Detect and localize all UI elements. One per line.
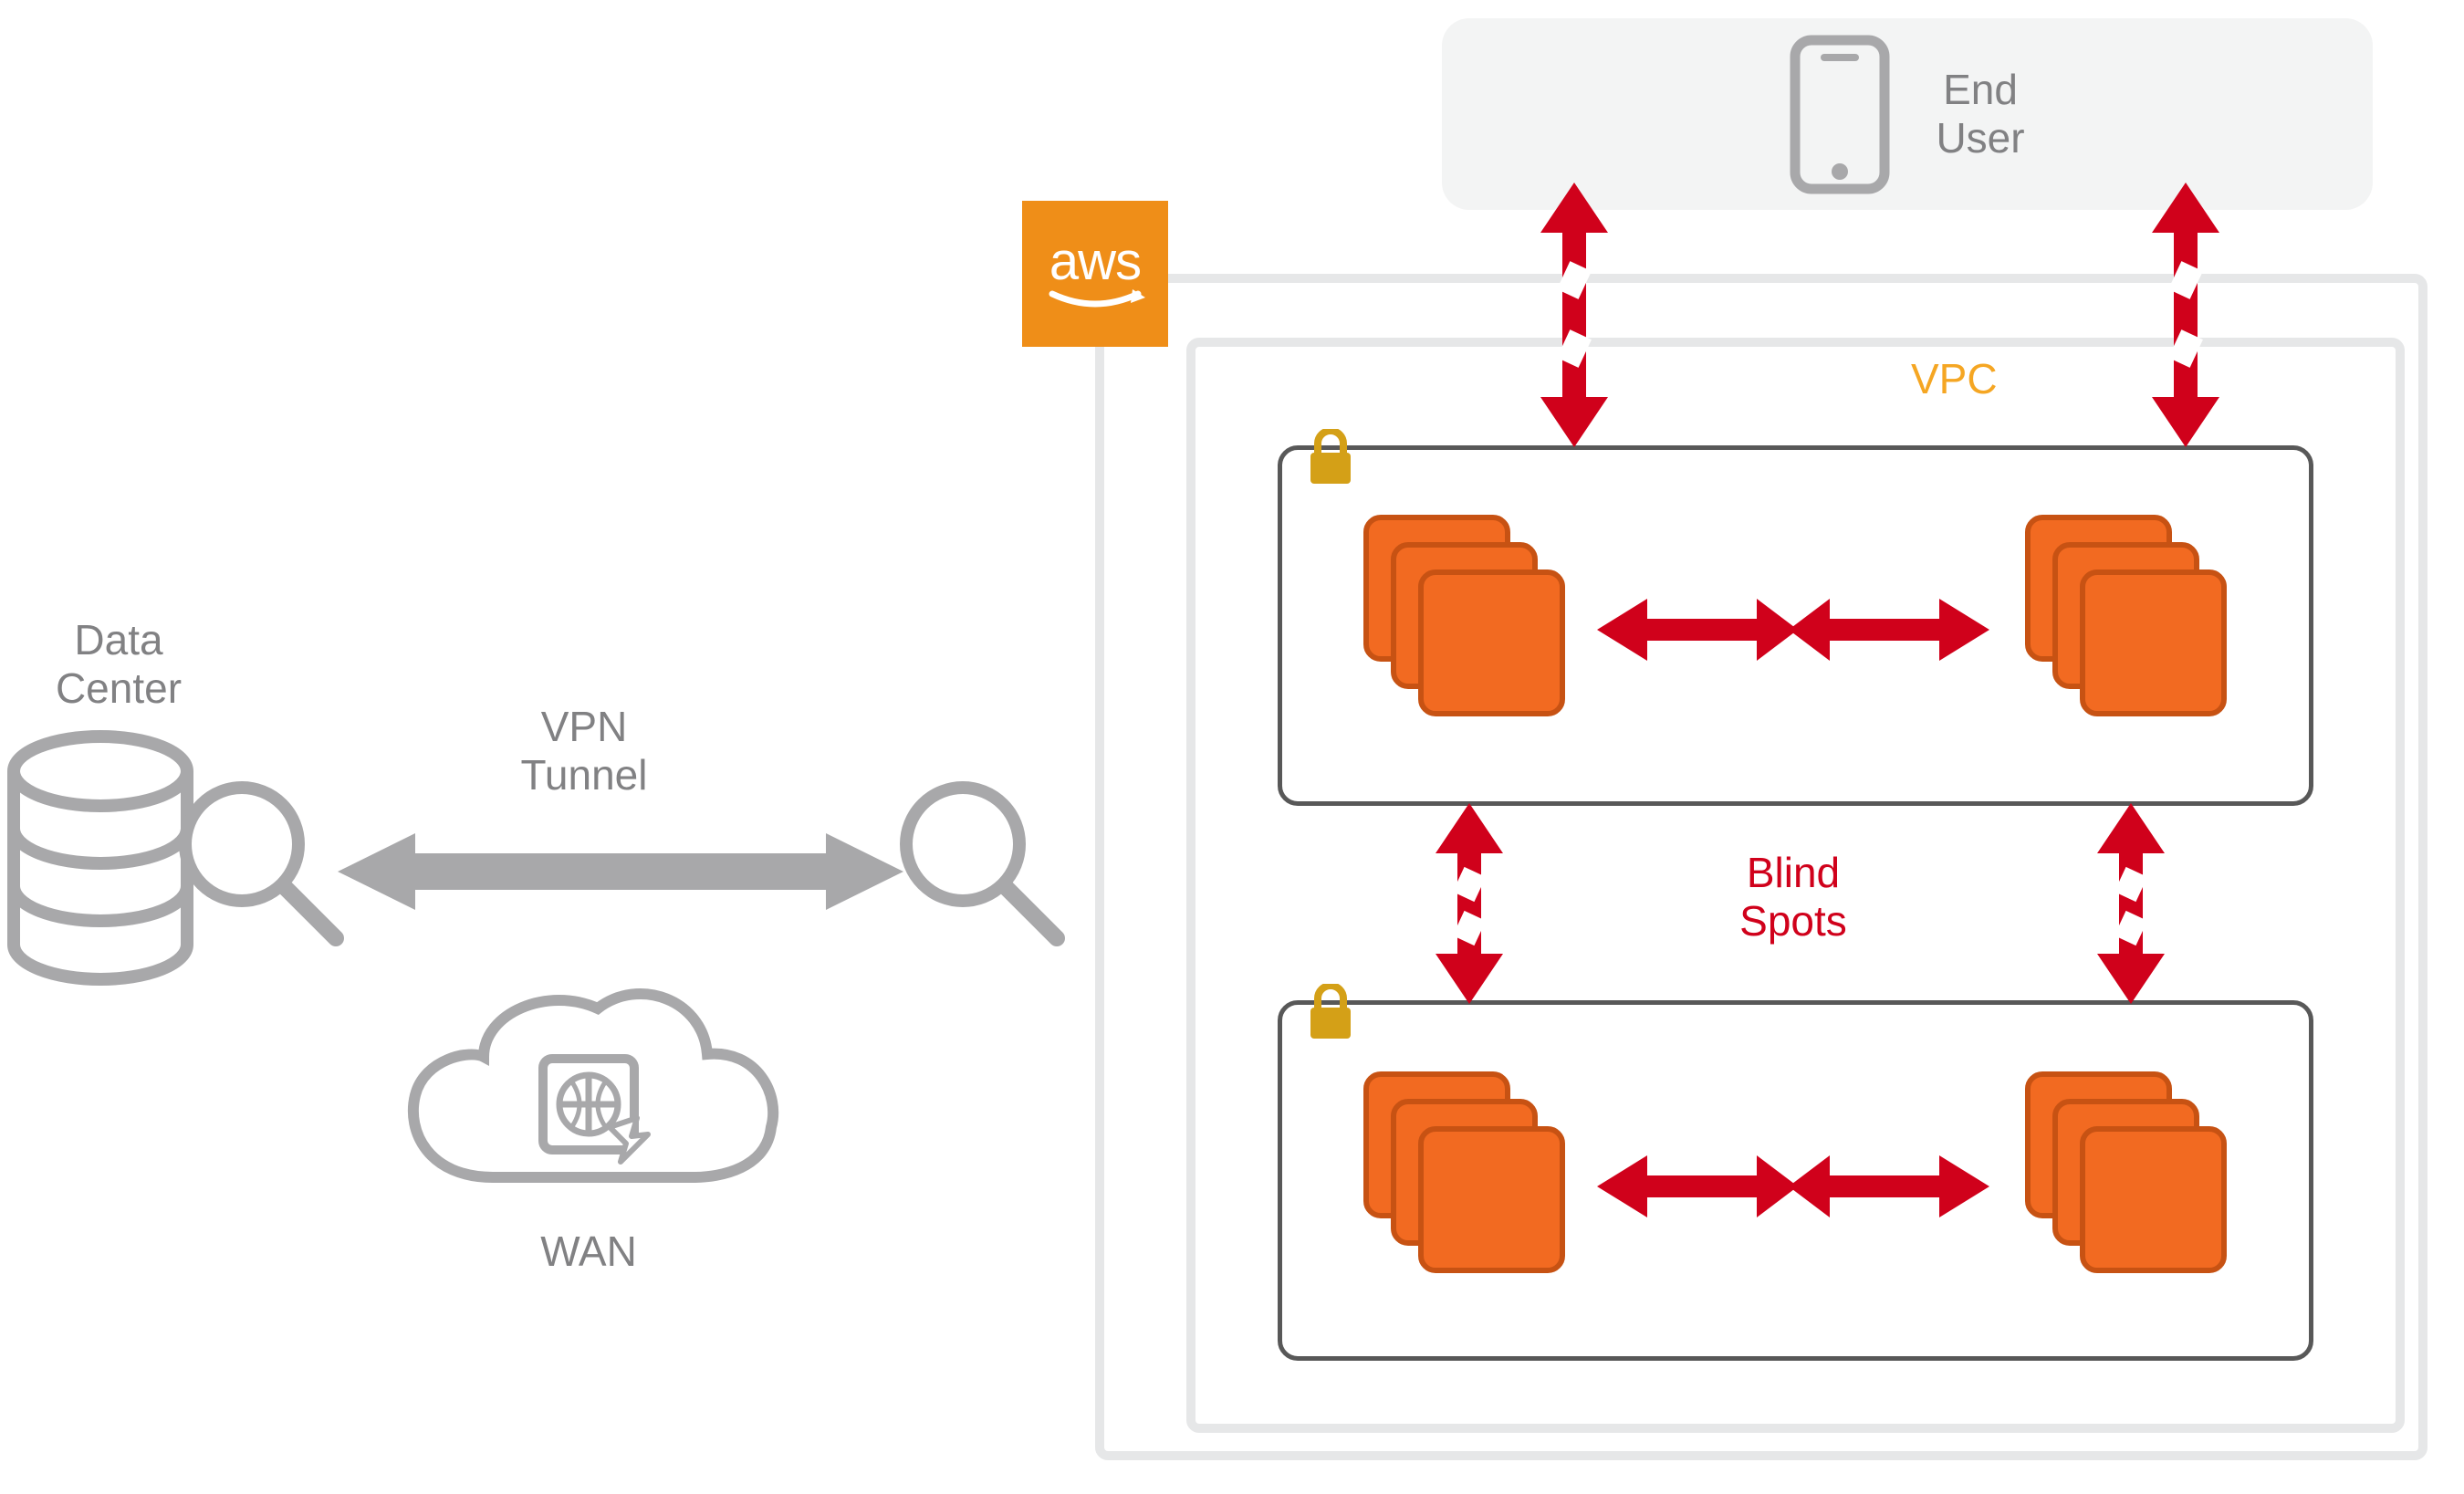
phone-icon bbox=[1790, 35, 1890, 194]
aws-badge: aws bbox=[1022, 201, 1168, 347]
magnifier-icon-left bbox=[173, 776, 347, 949]
lock-icon-2 bbox=[1305, 984, 1356, 1042]
red-arrow-h1 bbox=[1597, 593, 1989, 666]
lock-icon-1 bbox=[1305, 429, 1356, 487]
instance-stack-2a bbox=[1355, 1063, 1574, 1282]
magnifier-icon-right bbox=[894, 776, 1068, 949]
end-user-box: End User bbox=[1442, 18, 2373, 210]
red-arrow-v1 bbox=[1533, 183, 1615, 447]
red-arrow-v4 bbox=[2090, 803, 2172, 1004]
data-center-label: Data Center bbox=[0, 616, 237, 713]
vpc-label: VPC bbox=[1898, 354, 2010, 403]
red-arrow-v3 bbox=[1428, 803, 1510, 1004]
blind-spots-label: Blind Spots bbox=[1634, 849, 1953, 946]
wan-cloud-icon bbox=[392, 977, 785, 1214]
vpn-arrow bbox=[338, 826, 903, 917]
instance-stack-2b bbox=[2017, 1063, 2236, 1282]
database-icon bbox=[0, 730, 201, 986]
wan-label: WAN bbox=[484, 1228, 694, 1276]
instance-stack-1b bbox=[2017, 507, 2236, 726]
red-arrow-v2 bbox=[2145, 183, 2227, 447]
red-arrow-h2 bbox=[1597, 1150, 1989, 1223]
vpn-tunnel-label: VPN Tunnel bbox=[420, 703, 748, 799]
instance-stack-1a bbox=[1355, 507, 1574, 726]
end-user-label: End User bbox=[1936, 66, 2024, 162]
